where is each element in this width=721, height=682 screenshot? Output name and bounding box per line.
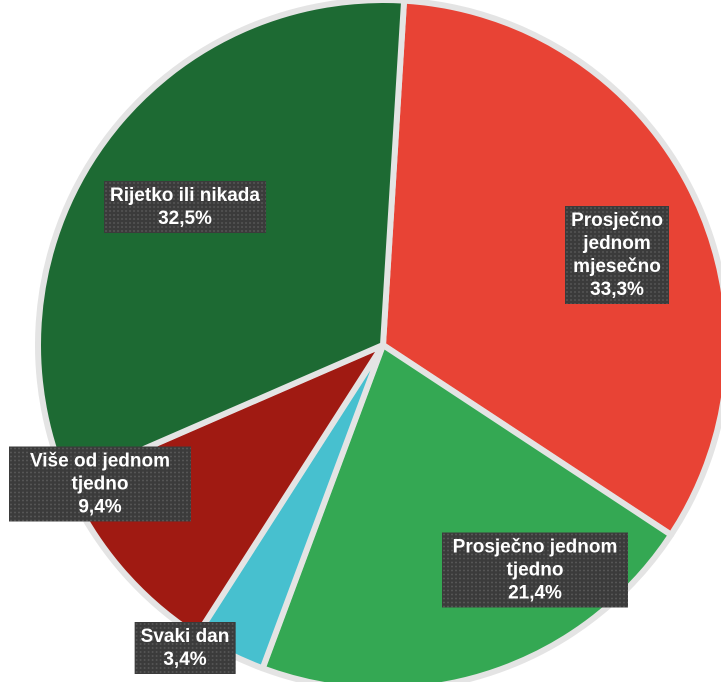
data-label: Svaki dan 3,4% <box>134 622 236 674</box>
value-label: 3,4% <box>163 649 207 670</box>
pie-slice <box>35 0 408 486</box>
pie-slice <box>380 0 721 538</box>
category: Rijetko ili nikada <box>110 185 260 206</box>
value-label: 9,4% <box>78 496 122 518</box>
data-label: Rijetko ili nikada 32,5% <box>104 181 266 233</box>
category: Svaki dan <box>140 626 230 647</box>
value-label: 32,5% <box>158 208 212 229</box>
value-label: 21,4% <box>508 582 562 604</box>
value-label: 33,3% <box>590 279 644 300</box>
category: Više od jednom tjedno <box>29 450 171 495</box>
category: Prosječno jednom mjesečno <box>571 210 663 277</box>
data-label: Prosječno jednom tjedno 21,4% <box>442 532 628 608</box>
data-label: Prosječno jednom mjesečno 33,3% <box>565 206 669 304</box>
category: Prosječno jednom tjedno <box>452 536 618 581</box>
data-label: Više od jednom tjedno 9,4% <box>9 446 191 522</box>
